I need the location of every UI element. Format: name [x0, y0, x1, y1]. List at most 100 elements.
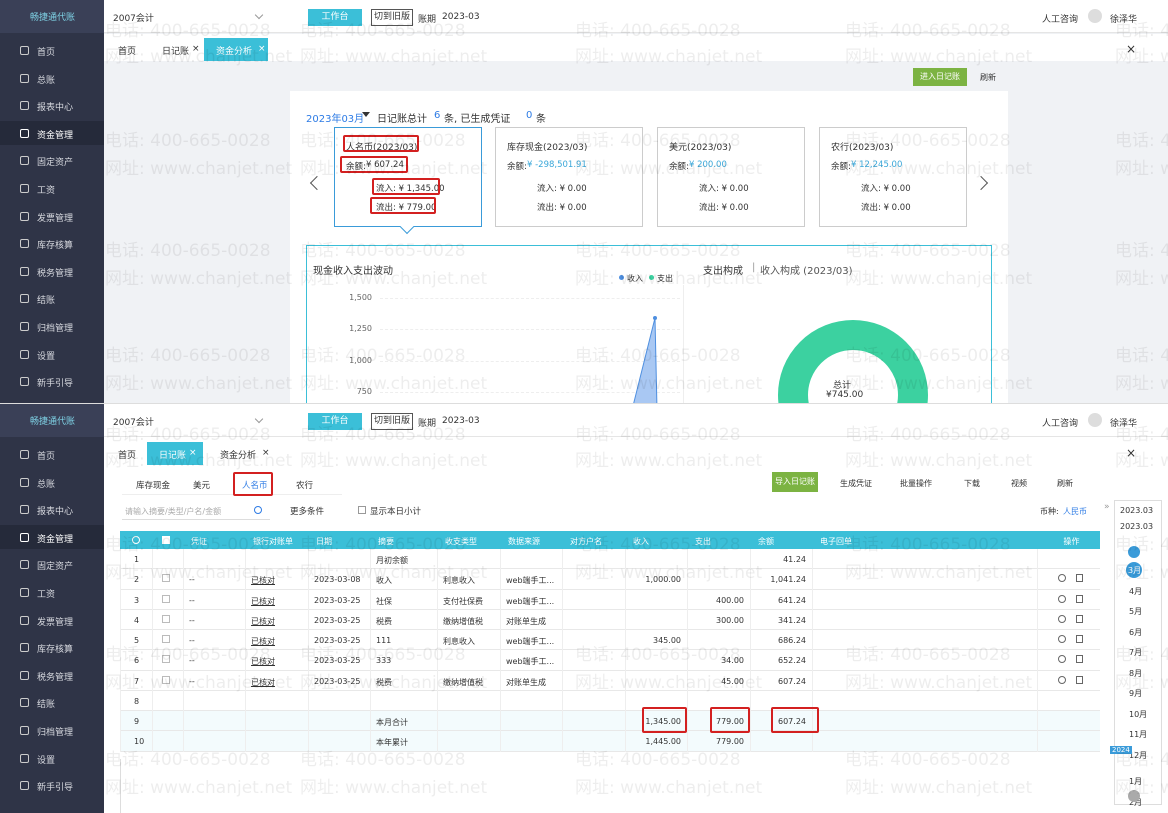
user[interactable]: 徐泽华 [1110, 419, 1138, 429]
sidebar-item[interactable]: 库存核算 [37, 645, 74, 656]
help[interactable]: 人工咨询 [1042, 419, 1079, 429]
cell-bank[interactable]: 已核对 [251, 576, 275, 586]
ops-link[interactable] [1058, 614, 1066, 623]
ops-delete[interactable] [1076, 614, 1083, 623]
workbench-button[interactable]: 工作台 [308, 9, 362, 26]
ops-link[interactable] [1058, 594, 1066, 603]
sidebar-item[interactable]: 固定资产 [37, 158, 74, 169]
sidebar-item[interactable]: 报表中心 [37, 507, 74, 518]
sidebar-item[interactable]: 发票管理 [37, 213, 74, 224]
refresh[interactable]: 刷新 [980, 73, 996, 82]
month[interactable]: 12月 [1129, 750, 1148, 760]
cell-bank[interactable]: 已核对 [251, 616, 275, 626]
sidebar-item[interactable]: 新手引导 [37, 379, 74, 390]
account-card[interactable] [495, 127, 643, 227]
sidebar-item[interactable]: 总账 [37, 75, 56, 86]
checkbox[interactable] [162, 614, 170, 623]
sidebar-item[interactable]: 资金管理 [37, 534, 74, 545]
sidebar-item[interactable]: 资金管理 [37, 130, 74, 141]
sidebar-item[interactable]: 工资 [37, 590, 56, 600]
ops-delete[interactable] [1076, 655, 1083, 664]
sidebar-item[interactable]: 首页 [37, 452, 56, 462]
sidebar-item[interactable]: 设置 [37, 755, 56, 766]
sidebar-item[interactable]: 新手引导 [37, 783, 74, 794]
import-button[interactable]: 导入日记账 [772, 472, 818, 492]
cell-bank[interactable]: 已核对 [251, 596, 275, 606]
search-input[interactable]: 请输入摘要/类型/户名/金额 [122, 502, 270, 520]
toolbar-button[interactable]: 生成凭证 [840, 479, 872, 488]
old-version-button[interactable]: 切到旧版 [371, 413, 413, 430]
sidebar-item[interactable]: 设置 [37, 351, 56, 362]
cell-bank[interactable]: 已核对 [251, 637, 275, 646]
sidebar-item[interactable]: 结账 [37, 296, 56, 307]
sidebar-item[interactable]: 税务管理 [37, 268, 74, 279]
tab[interactable]: 日记账 [159, 451, 187, 461]
user[interactable]: 徐泽华 [1110, 15, 1138, 25]
tab[interactable]: 资金分析 [216, 47, 253, 57]
month[interactable]: 1月 [1129, 777, 1143, 786]
calendar-selected[interactable]: 2023.03 [1120, 522, 1154, 531]
checkbox[interactable] [162, 574, 170, 583]
month[interactable]: 9月 [1129, 689, 1143, 698]
toolbar-button[interactable]: 刷新 [1057, 479, 1073, 488]
help[interactable]: 人工咨询 [1042, 15, 1079, 25]
subtab[interactable]: 人名币 [242, 481, 268, 491]
sidebar-item[interactable]: 工资 [37, 186, 56, 196]
enter-journal-button[interactable]: 进入日记账 [913, 68, 967, 86]
tab[interactable]: 日记账 [162, 47, 190, 57]
sidebar-item[interactable]: 结账 [37, 700, 56, 711]
account[interactable]: 2007会计 [113, 14, 154, 24]
account-card[interactable] [657, 127, 805, 227]
sidebar-item[interactable]: 首页 [37, 48, 56, 58]
sidebar-item[interactable]: 发票管理 [37, 617, 74, 628]
checkbox[interactable] [162, 675, 170, 684]
ops-link[interactable] [1058, 635, 1066, 643]
month[interactable]: 8月 [1129, 668, 1143, 678]
checkbox[interactable] [162, 635, 170, 643]
period[interactable]: 2023-03 [442, 12, 480, 22]
checkbox[interactable] [358, 506, 366, 514]
checkbox[interactable] [162, 594, 170, 603]
sidebar-item[interactable]: 归档管理 [37, 728, 74, 738]
sidebar-item[interactable]: 固定资产 [37, 562, 74, 573]
sidebar-item[interactable]: 库存核算 [37, 241, 74, 252]
composition-subtitle[interactable]: 收入构成 (2023/03) [760, 266, 853, 277]
old-version-button[interactable]: 切到旧版 [371, 9, 413, 26]
month-select[interactable]: 2023年03月 [306, 114, 365, 125]
more-conditions[interactable]: 更多条件 [290, 507, 325, 517]
subtab[interactable]: 美元 [193, 481, 211, 491]
settings-icon[interactable] [132, 536, 140, 544]
tab[interactable]: 首页 [118, 451, 137, 461]
account[interactable]: 2007会计 [113, 418, 154, 428]
ops-delete[interactable] [1076, 675, 1083, 684]
ops-delete[interactable] [1076, 594, 1083, 603]
tab[interactable]: 资金分析 [220, 451, 257, 461]
sidebar-item[interactable]: 归档管理 [37, 324, 74, 334]
toolbar-button[interactable]: 批量操作 [900, 479, 932, 488]
month[interactable]: 3月 [1128, 566, 1142, 575]
account-card[interactable] [334, 127, 482, 227]
ops-link[interactable] [1058, 574, 1066, 583]
ops-link[interactable] [1058, 655, 1066, 664]
sidebar-item[interactable]: 税务管理 [37, 672, 74, 683]
sidebar-item[interactable]: 总账 [37, 479, 56, 490]
month[interactable]: 2月 [1129, 797, 1143, 807]
month[interactable]: 4月 [1129, 586, 1143, 596]
currency[interactable]: 人民币 [1063, 507, 1087, 516]
toolbar-button[interactable]: 视频 [1011, 479, 1027, 488]
month[interactable]: 11月 [1129, 730, 1148, 739]
ops-delete[interactable] [1076, 574, 1083, 583]
workbench-button[interactable]: 工作台 [308, 413, 362, 430]
period[interactable]: 2023-03 [442, 416, 480, 426]
calendar-period[interactable]: 2023.03 [1120, 506, 1154, 515]
toolbar-button[interactable]: 下载 [964, 479, 980, 488]
account-card[interactable] [819, 127, 967, 227]
month[interactable]: 5月 [1129, 607, 1143, 616]
sidebar-item[interactable]: 报表中心 [37, 103, 74, 114]
month[interactable]: 6月 [1129, 627, 1143, 637]
checkbox[interactable] [162, 536, 170, 544]
subtab[interactable]: 农行 [296, 481, 314, 491]
ops-link[interactable] [1058, 675, 1066, 684]
ops-delete[interactable] [1076, 635, 1083, 643]
month[interactable]: 7月 [1129, 648, 1143, 657]
